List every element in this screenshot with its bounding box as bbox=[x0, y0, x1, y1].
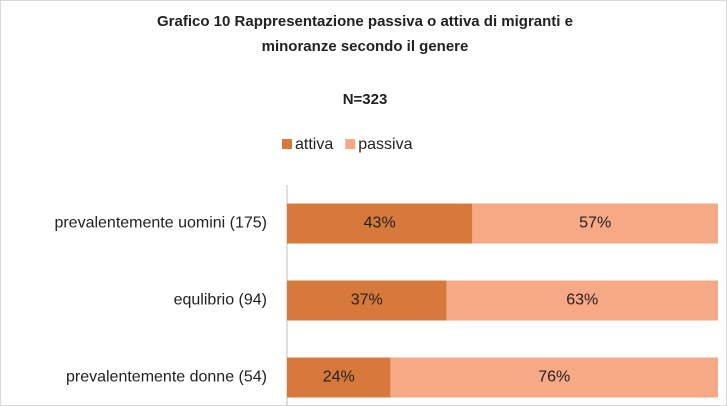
data-label: 57% bbox=[579, 215, 611, 232]
legend-swatch bbox=[345, 139, 356, 149]
bar-segment bbox=[287, 357, 391, 398]
legend-swatch bbox=[282, 139, 292, 149]
data-label: 63% bbox=[566, 292, 598, 309]
bar-segment bbox=[446, 280, 718, 321]
legend-label: attiva bbox=[295, 136, 333, 153]
y-tick-label: equlibrio (94) bbox=[174, 292, 267, 309]
data-label: 37% bbox=[351, 292, 383, 309]
data-label: 76% bbox=[538, 369, 570, 386]
bar-segment bbox=[390, 357, 718, 398]
y-tick-label: prevalentemente uomini (175) bbox=[54, 215, 267, 232]
y-tick-label: prevalentemente donne (54) bbox=[66, 369, 267, 386]
bar-segment bbox=[287, 203, 473, 244]
legend-label: passiva bbox=[358, 136, 412, 153]
bar-segment bbox=[287, 280, 447, 321]
bar-segment bbox=[472, 203, 718, 244]
chart-title: minoranze secondo il genere bbox=[262, 38, 469, 55]
chart-subtitle: N=323 bbox=[343, 91, 388, 108]
chart-title: Grafico 10 Rappresentazione passiva o at… bbox=[157, 13, 573, 30]
data-label: 24% bbox=[323, 369, 355, 386]
data-label: 43% bbox=[364, 215, 396, 232]
